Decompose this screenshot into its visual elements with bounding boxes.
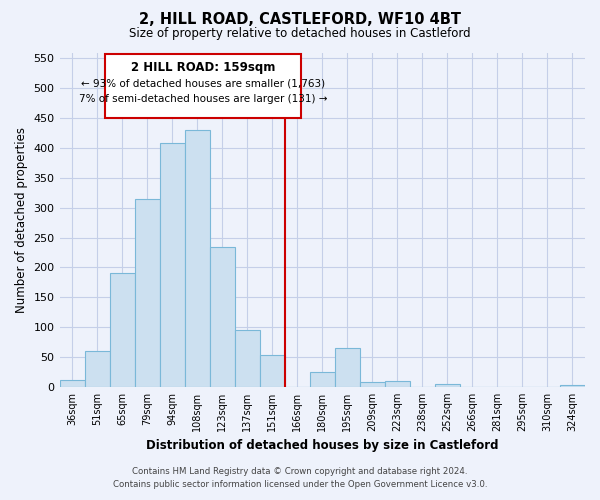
Bar	[134, 199, 160, 387]
Bar	[560, 385, 585, 387]
Bar	[435, 384, 460, 387]
Bar	[235, 330, 260, 387]
Bar	[110, 274, 134, 387]
Bar	[209, 246, 235, 387]
Y-axis label: Number of detached properties: Number of detached properties	[15, 126, 28, 312]
Bar	[335, 348, 360, 387]
Bar	[85, 351, 110, 387]
Text: ← 93% of detached houses are smaller (1,763): ← 93% of detached houses are smaller (1,…	[81, 78, 325, 88]
Bar	[310, 372, 335, 387]
Text: 7% of semi-detached houses are larger (131) →: 7% of semi-detached houses are larger (1…	[79, 94, 327, 104]
Text: 2 HILL ROAD: 159sqm: 2 HILL ROAD: 159sqm	[131, 61, 275, 74]
Bar	[59, 380, 85, 387]
Bar	[385, 381, 410, 387]
Bar	[185, 130, 209, 387]
Text: Contains HM Land Registry data © Crown copyright and database right 2024.
Contai: Contains HM Land Registry data © Crown c…	[113, 467, 487, 489]
FancyBboxPatch shape	[104, 54, 301, 118]
Bar	[260, 355, 285, 387]
Text: 2, HILL ROAD, CASTLEFORD, WF10 4BT: 2, HILL ROAD, CASTLEFORD, WF10 4BT	[139, 12, 461, 28]
Text: Size of property relative to detached houses in Castleford: Size of property relative to detached ho…	[129, 28, 471, 40]
Bar	[160, 143, 185, 387]
Bar	[360, 382, 385, 387]
X-axis label: Distribution of detached houses by size in Castleford: Distribution of detached houses by size …	[146, 440, 499, 452]
